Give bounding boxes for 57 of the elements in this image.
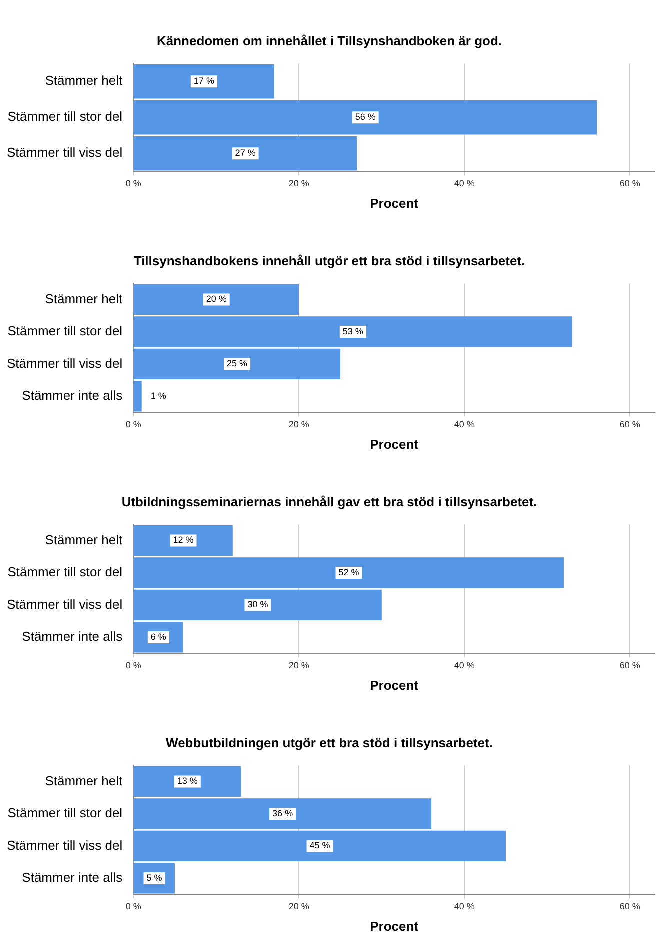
data-label: 12 % [173,535,194,546]
chart-title: Tillsynshandbokens innehåll utgör ett bra stöd i tillsynsarbetet. [134,253,526,268]
bar [134,64,274,99]
x-axis-title: Procent [370,678,420,693]
y-tick-label: Stämmer till stor del [8,324,123,339]
data-label: 53 % [342,326,364,336]
y-tick-label: Stämmer till viss del [7,838,123,853]
y-tick-label: Stämmer till viss del [7,145,123,160]
y-tick-label: Stämmer till stor del [8,109,123,124]
x-tick-label: 20 % [288,901,310,912]
y-tick-label: Stämmer helt [45,73,123,88]
y-tick-label: Stämmer inte alls [22,388,124,404]
x-tick-label: 20 % [288,419,310,430]
bar [134,100,598,135]
data-label: 30 % [248,600,268,610]
data-label: 20 % [206,294,227,304]
x-tick-label: 40 % [454,419,475,430]
data-label: 45 % [310,840,330,851]
data-label: 52 % [338,567,360,578]
y-tick-label: Stämmer helt [45,773,123,788]
x-tick-label: 60 % [620,178,640,188]
y-tick-label: Stämmer till stor del [8,564,123,580]
chart-title: Kännedomen om innehållet i Tillsynshandboken är god. [156,33,502,48]
x-tick-label: 0 % [126,178,142,188]
data-label: 5 % [146,872,162,883]
y-tick-label: Stämmer till stor del [8,806,123,821]
x-tick-label: 60 % [620,419,640,430]
data-label: 27 % [235,148,256,158]
x-tick-label: 40 % [454,178,475,188]
data-label: 56 % [355,112,376,122]
y-tick-label: Stämmer helt [45,532,123,548]
x-tick-label: 60 % [620,660,640,670]
x-tick-label: 60 % [620,901,640,912]
data-label: 25 % [227,358,248,369]
x-axis-title: Procent [370,196,420,211]
chart-title: Webbutbildningen utgör ett bra stöd i tillsynsarbetet. [166,735,493,750]
x-tick-label: 20 % [288,178,310,188]
y-tick-label: Stämmer till viss del [7,356,123,371]
x-tick-label: 40 % [454,901,475,912]
x-tick-label: 0 % [126,419,142,430]
data-label: 17 % [194,76,214,86]
x-tick-label: 0 % [126,660,142,670]
x-tick-label: 0 % [126,901,142,912]
x-axis-title: Procent [370,918,420,934]
x-tick-label: 20 % [288,660,310,670]
chart-title: Utbildningsseminariernas innehåll gav ett bra stöd i tillsynsarbetet. [122,494,538,510]
x-tick-label: 40 % [454,660,475,670]
y-tick-label: Stämmer inte alls [22,870,124,886]
y-tick-label: Stämmer inte alls [22,629,124,644]
data-label: 6 % [150,632,166,642]
data-label: 1 % [150,390,166,401]
y-tick-label: Stämmer till viss del [7,596,123,612]
data-label: 13 % [177,776,198,786]
x-axis-title: Procent [370,436,420,452]
data-label: 36 % [272,808,294,818]
y-tick-label: Stämmer helt [45,291,123,306]
bar [134,136,358,171]
